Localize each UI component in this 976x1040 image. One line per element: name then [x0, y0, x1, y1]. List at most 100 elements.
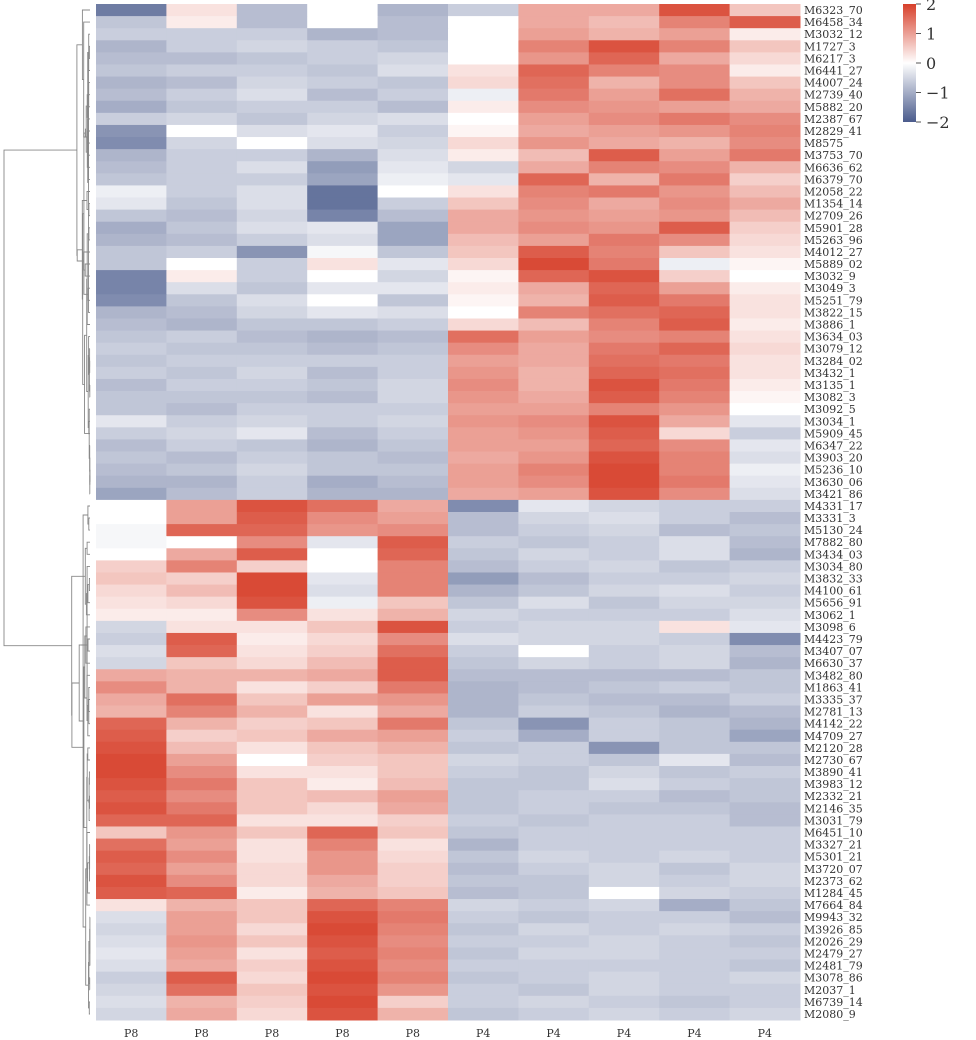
heatmap-cell	[448, 52, 519, 65]
heatmap-cell	[96, 886, 167, 900]
heatmap-cell	[96, 28, 167, 41]
heatmap-cell	[659, 451, 731, 465]
heatmap-cell	[448, 415, 519, 428]
heatmap-cell	[307, 802, 379, 815]
heatmap-cell	[518, 318, 590, 332]
heatmap-cell	[236, 862, 308, 876]
row-label: M6458_34	[804, 16, 863, 29]
heatmap-cell	[588, 790, 660, 803]
row-label: M2026_29	[804, 935, 863, 948]
heatmap-cell	[236, 451, 308, 465]
row-label: M3983_12	[804, 778, 863, 791]
heatmap-cell	[588, 548, 660, 561]
heatmap-cell	[518, 524, 590, 537]
heatmap-cell	[307, 572, 379, 586]
heatmap-cell	[448, 959, 519, 973]
heatmap-cell	[448, 475, 519, 489]
heatmap-cell	[166, 161, 238, 174]
heatmap-cell	[588, 512, 660, 525]
heatmap-cell	[307, 947, 379, 961]
heatmap-cell	[307, 391, 379, 404]
heatmap-cell	[659, 209, 731, 223]
heatmap-cell	[166, 766, 238, 779]
heatmap-cell	[307, 524, 379, 537]
heatmap-cell	[307, 40, 379, 53]
heatmap-cell	[729, 560, 801, 573]
heatmap-cell	[659, 911, 731, 924]
heatmap-cell	[307, 76, 379, 90]
heatmap-cell	[659, 524, 731, 537]
heatmap-cell	[236, 52, 308, 65]
heatmap-cell	[307, 294, 379, 307]
heatmap-cell	[236, 366, 308, 380]
heatmap-cell	[236, 790, 308, 803]
heatmap-cell	[518, 282, 590, 295]
heatmap-cell	[448, 330, 519, 344]
heatmap-cell	[659, 415, 731, 428]
heatmap-cell	[96, 366, 167, 380]
heatmap-cell	[659, 4, 731, 17]
heatmap-cell	[588, 294, 660, 307]
heatmap-cell	[659, 886, 731, 900]
heatmap-cell	[377, 463, 449, 477]
heatmap-cell	[729, 850, 801, 864]
heatmap-cell	[729, 306, 801, 319]
heatmap-cell	[166, 4, 238, 17]
heatmap-cell	[659, 741, 731, 755]
heatmap-cell	[518, 681, 590, 694]
heatmap-cell	[518, 935, 590, 948]
heatmap-cell	[236, 318, 308, 332]
heatmap-cell	[166, 88, 238, 102]
heatmap-cell	[236, 112, 308, 126]
heatmap-cell	[659, 258, 731, 271]
row-label: M2146_35	[804, 802, 863, 815]
heatmap-cell	[448, 88, 519, 102]
heatmap-cell	[588, 705, 660, 719]
heatmap-cell	[166, 233, 238, 247]
column-label: P8	[194, 1027, 208, 1040]
heatmap-cell	[729, 826, 801, 840]
legend-tick-label: 2	[926, 0, 936, 14]
heatmap-cell	[659, 705, 731, 719]
heatmap-cell	[96, 596, 167, 610]
heatmap-cell	[377, 778, 449, 791]
heatmap-cell	[96, 681, 167, 694]
heatmap-cell	[307, 1007, 379, 1021]
heatmap-cell	[377, 608, 449, 622]
heatmap-cell	[377, 475, 449, 489]
heatmap-cell	[307, 838, 379, 852]
heatmap-cell	[729, 632, 801, 646]
heatmap-cell	[659, 403, 731, 416]
heatmap-cell	[518, 52, 590, 65]
heatmap-cell	[307, 366, 379, 380]
heatmap-cell	[448, 40, 519, 53]
heatmap-cell	[166, 838, 238, 852]
heatmap-cell	[729, 693, 801, 707]
heatmap-cell	[166, 669, 238, 682]
heatmap-cell	[236, 850, 308, 864]
heatmap-cell	[659, 28, 731, 41]
heatmap-cell	[659, 112, 731, 126]
heatmap-cell	[236, 161, 308, 174]
heatmap-cell	[729, 137, 801, 150]
heatmap-cell	[729, 959, 801, 973]
heatmap-cell	[166, 923, 238, 936]
heatmap-cell	[166, 790, 238, 803]
heatmap-cell	[96, 512, 167, 525]
heatmap-cell	[236, 1007, 308, 1021]
row-label: M2080_9	[804, 1008, 856, 1021]
heatmap-cell	[518, 838, 590, 852]
heatmap-cell	[448, 766, 519, 779]
heatmap-cell	[518, 64, 590, 78]
heatmap-cell	[166, 572, 238, 586]
heatmap-cell	[96, 717, 167, 731]
heatmap-cell	[729, 886, 801, 900]
heatmap-cell	[729, 971, 801, 985]
heatmap-cell	[166, 620, 238, 634]
heatmap-cell	[729, 947, 801, 961]
heatmap-cell	[518, 258, 590, 271]
heatmap-cell	[307, 245, 379, 259]
heatmap-cell	[377, 766, 449, 779]
heatmap-cell	[448, 560, 519, 573]
heatmap-cell	[377, 572, 449, 586]
